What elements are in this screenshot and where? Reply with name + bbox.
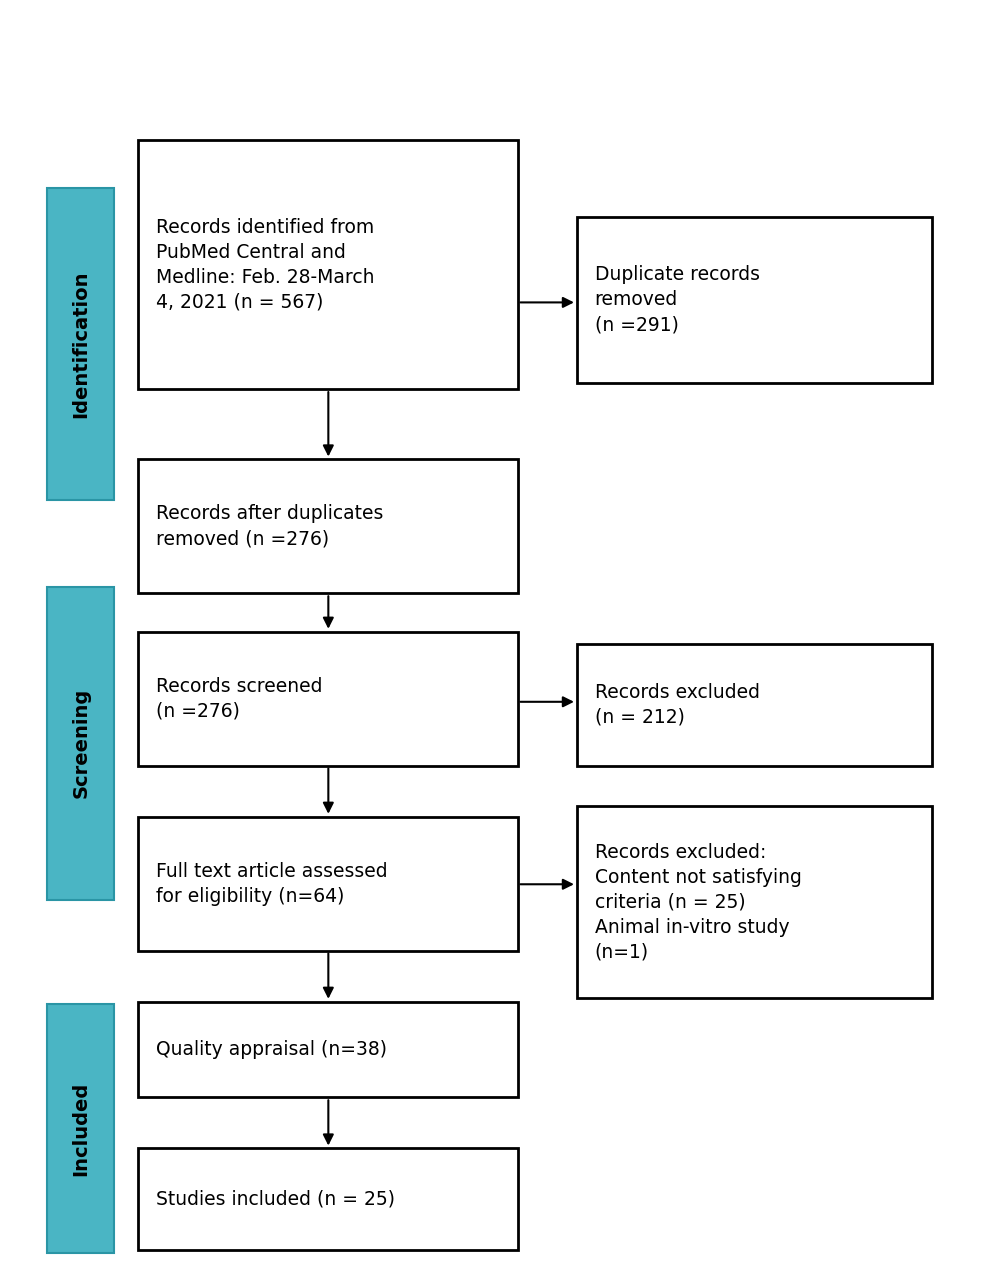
Bar [138, 459, 518, 593]
Text: Included: Included [71, 1082, 91, 1175]
Text: Duplicate records
removed
(n =291): Duplicate records removed (n =291) [595, 265, 759, 334]
Text: Records screened
(n =276): Records screened (n =276) [156, 676, 322, 721]
Text: Quality appraisal (n=38): Quality appraisal (n=38) [156, 1040, 387, 1059]
Text: Studies included (n = 25): Studies included (n = 25) [156, 1191, 394, 1208]
Text: Records excluded:
Content not satisfying
criteria (n = 25)
Animal in-vitro study: Records excluded: Content not satisfying… [595, 842, 802, 962]
Bar [577, 644, 932, 766]
Text: Full text article assessed
for eligibility (n=64): Full text article assessed for eligibili… [156, 861, 387, 906]
Bar [138, 1148, 518, 1250]
Bar [138, 140, 518, 389]
Bar [138, 1002, 518, 1097]
Text: Screening: Screening [71, 688, 91, 799]
Text: Identification: Identification [71, 271, 91, 417]
Text: Records excluded
(n = 212): Records excluded (n = 212) [595, 683, 759, 727]
Bar [47, 587, 114, 900]
Bar [47, 188, 114, 500]
Bar [577, 806, 932, 998]
Bar [138, 632, 518, 766]
Bar [577, 217, 932, 383]
Text: Records after duplicates
removed (n =276): Records after duplicates removed (n =276… [156, 504, 384, 549]
Text: Records identified from
PubMed Central and
Medline: Feb. 28-March
4, 2021 (n = 5: Records identified from PubMed Central a… [156, 218, 375, 311]
Bar [138, 817, 518, 951]
Bar [47, 1004, 114, 1253]
